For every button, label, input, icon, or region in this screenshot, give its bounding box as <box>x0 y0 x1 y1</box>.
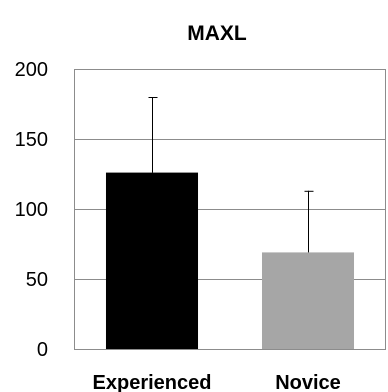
y-tick-label: 0 <box>37 339 48 361</box>
y-tick-label: 150 <box>15 129 48 151</box>
bar-experienced <box>105 172 199 349</box>
error-bars <box>148 97 314 253</box>
x-axis-ticks: Experienced Novice <box>93 372 341 392</box>
y-axis-ticks: 0 50 100 150 200 <box>15 59 48 361</box>
bars <box>105 172 355 349</box>
y-tick-label: 100 <box>15 199 48 221</box>
x-tick-label: Novice <box>275 372 341 392</box>
bar-novice <box>261 252 355 349</box>
x-tick-label: Experienced <box>93 372 212 392</box>
y-tick-label: 50 <box>26 269 48 291</box>
y-tick-label: 200 <box>15 59 48 81</box>
chart-title: MAXL <box>187 22 247 45</box>
